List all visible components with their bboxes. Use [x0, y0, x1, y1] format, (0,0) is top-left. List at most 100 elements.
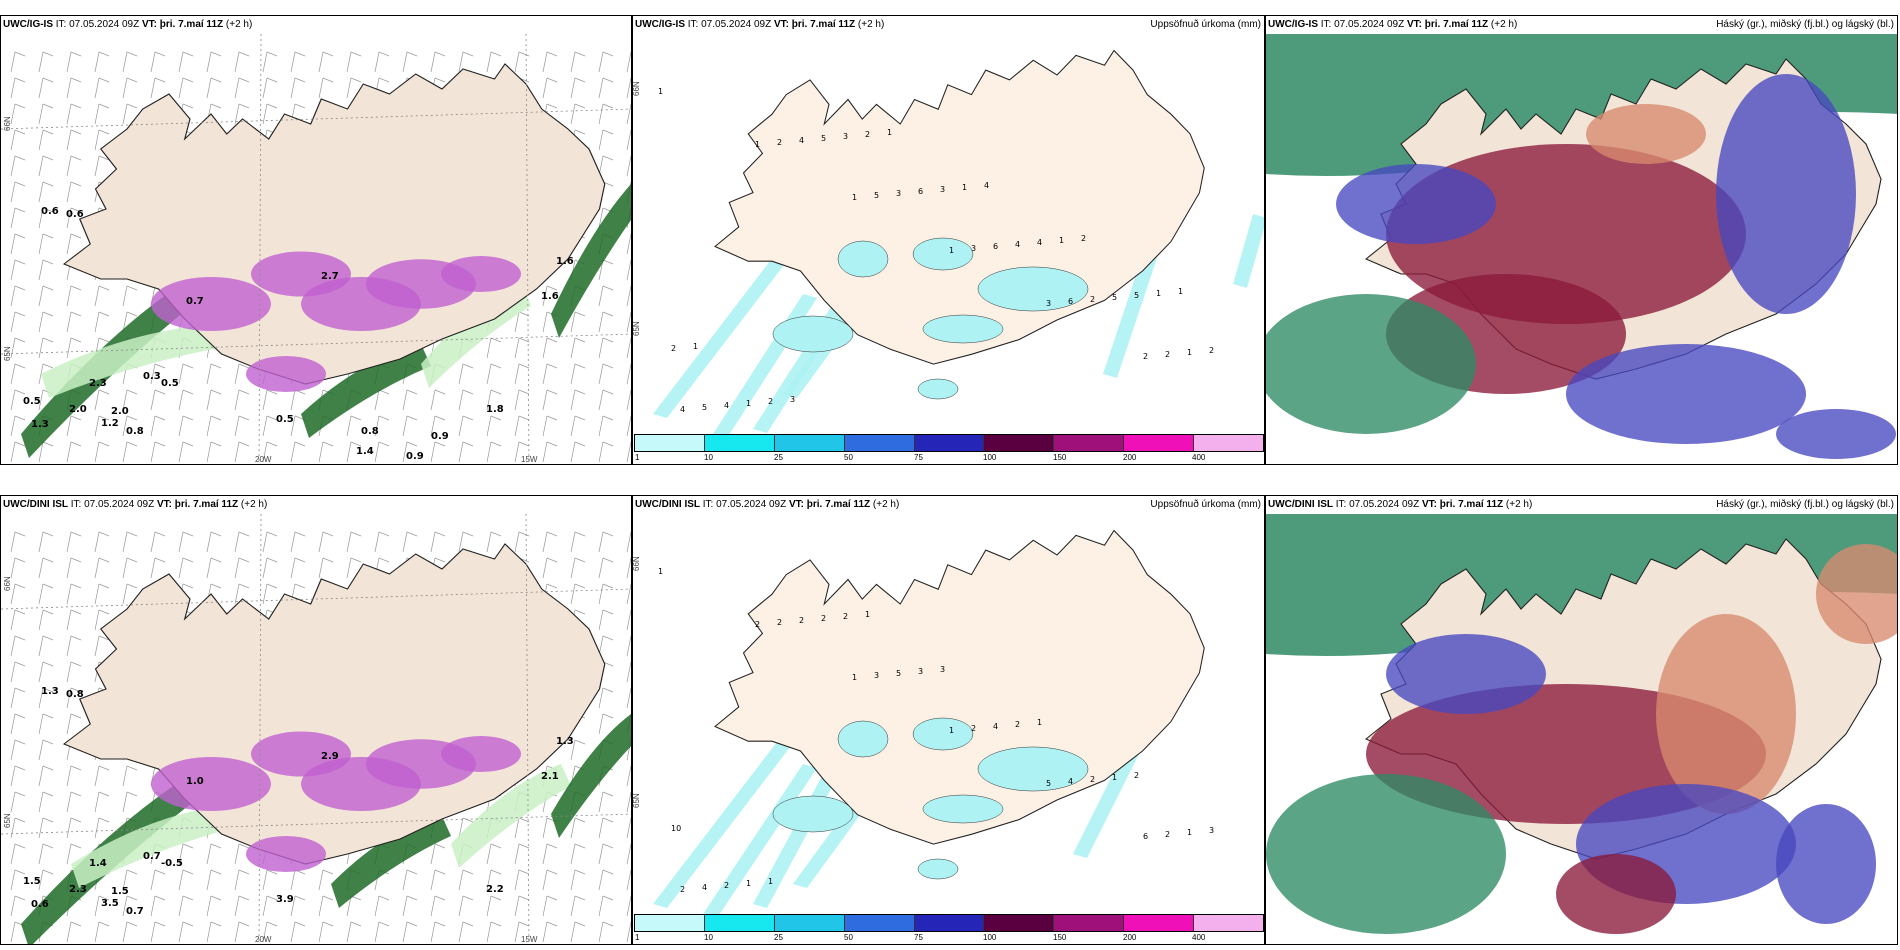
precip-contour — [772, 315, 854, 353]
valid-time: þri. 7.maí 11Z — [791, 19, 856, 30]
cloud-cover-area — [1776, 804, 1876, 924]
wind-barb — [262, 441, 278, 463]
wind-barb — [486, 843, 502, 865]
colorbar-tick: 10 — [704, 933, 713, 942]
wind-barb — [10, 687, 26, 709]
precip-contour — [922, 314, 1004, 344]
wind-barb — [626, 791, 631, 813]
wind-barb — [94, 103, 110, 125]
precip-field-title: Uppsöfnuð úrkoma (mm) — [1150, 19, 1261, 30]
precip-colorbar — [634, 434, 1264, 452]
value-label: 6 — [918, 187, 923, 196]
value-label: 4 — [984, 181, 989, 190]
precip-contour — [917, 858, 959, 880]
value-label: 2 — [799, 616, 804, 625]
value-label: 6 — [1068, 297, 1073, 306]
value-label: 1 — [746, 399, 751, 408]
wind-barb — [178, 389, 194, 411]
wind-barb — [234, 557, 250, 579]
wind-barb — [458, 817, 474, 839]
wind-barb — [458, 895, 474, 917]
colorbar-swatch — [1124, 915, 1195, 931]
wind-barb — [514, 869, 530, 891]
wind-barb — [626, 635, 631, 657]
wind-barb — [66, 311, 82, 333]
wind-barb — [206, 557, 222, 579]
wind-barb — [570, 817, 586, 839]
lead-time: (+2 h) — [1505, 499, 1533, 510]
value-label: 1 — [693, 342, 698, 351]
wind-barb — [262, 895, 278, 917]
wind-barb — [38, 583, 54, 605]
value-label: 0.5 — [23, 396, 41, 407]
cloud-cover-area — [1566, 344, 1806, 444]
wind-barb — [10, 531, 26, 553]
valid-label: VT: — [788, 499, 804, 510]
wind-barb — [458, 415, 474, 437]
wind-barb — [38, 817, 54, 839]
colorbar-tick: 10 — [704, 453, 713, 462]
longitude-line — [525, 34, 530, 464]
wind-barb — [626, 285, 631, 307]
wind-barb — [10, 609, 26, 631]
colorbar-swatch — [1194, 915, 1264, 931]
wind-barb — [430, 415, 446, 437]
wind-barb — [598, 129, 614, 151]
wind-barb — [570, 103, 586, 125]
lead-time: (+2 h) — [872, 499, 900, 510]
colorbar-swatch — [635, 915, 705, 931]
wind-barb — [206, 531, 222, 553]
wind-barb — [38, 77, 54, 99]
wind-barb — [94, 817, 110, 839]
wind-barb — [206, 895, 222, 917]
wind-barb — [150, 363, 166, 385]
wind-barb — [542, 77, 558, 99]
wind-barb — [542, 337, 558, 359]
value-label: 3 — [896, 189, 901, 198]
wind-barb — [38, 791, 54, 813]
wind-barb — [598, 311, 614, 333]
value-label: 1 — [1059, 236, 1064, 245]
colorbar-tick: 25 — [774, 453, 783, 462]
wind-barb — [66, 687, 82, 709]
wind-barb — [10, 765, 26, 787]
wind-barb — [402, 389, 418, 411]
wind-barb — [570, 583, 586, 605]
wind-barb — [570, 557, 586, 579]
value-label: 4 — [724, 401, 729, 410]
wind-barb — [318, 531, 334, 553]
wind-barb — [206, 921, 222, 943]
wind-barb — [122, 765, 138, 787]
wind-barb — [430, 51, 446, 73]
wind-barb — [626, 311, 631, 333]
wind-barb — [626, 389, 631, 411]
wind-barb — [598, 817, 614, 839]
wind-barb — [94, 583, 110, 605]
precip-contour — [917, 378, 959, 400]
value-label: 0.6 — [66, 209, 84, 220]
wind-barb — [66, 337, 82, 359]
precip-contour — [922, 794, 1004, 824]
wind-barb — [206, 363, 222, 385]
cloud-cover-area — [1656, 614, 1796, 814]
precip-area — [653, 244, 797, 418]
value-label: 4 — [799, 136, 804, 145]
wind-barb — [570, 51, 586, 73]
lat-label: 66N — [632, 556, 641, 571]
precip-contour — [441, 256, 521, 292]
value-label: 1.5 — [111, 886, 129, 897]
value-label: 2 — [1081, 234, 1086, 243]
value-label: 1.3 — [41, 686, 59, 697]
wind-barb — [10, 635, 26, 657]
value-label: 1.4 — [89, 858, 107, 869]
value-label: 1 — [949, 726, 954, 735]
valid-time: þri. 7.maí 11Z — [174, 499, 239, 510]
valid-time: þri. 7.maí 11Z — [1439, 499, 1504, 510]
wind-barb — [402, 895, 418, 917]
wind-barb — [290, 921, 306, 943]
value-label: 2 — [1015, 720, 1020, 729]
wind-barb — [10, 77, 26, 99]
wind-barb — [598, 583, 614, 605]
wind-barb — [458, 441, 474, 463]
wind-barb — [542, 921, 558, 943]
